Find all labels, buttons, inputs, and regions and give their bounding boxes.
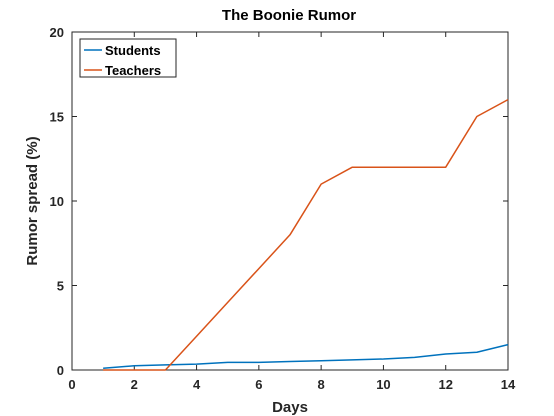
x-tick-label: 4 <box>193 377 201 392</box>
y-tick-label: 5 <box>57 279 64 294</box>
legend-label-students: Students <box>105 43 161 58</box>
legend: Students Teachers <box>79 38 177 78</box>
y-tick-label: 10 <box>50 194 64 209</box>
x-tick-label: 0 <box>68 377 75 392</box>
chart-title: The Boonie Rumor <box>222 7 356 24</box>
axis-ticks: 0 2 4 6 8 10 12 14 0 5 10 15 20 <box>50 25 516 392</box>
x-tick-label: 12 <box>438 377 452 392</box>
x-tick-label: 2 <box>131 377 138 392</box>
x-tick-label: 14 <box>501 377 516 392</box>
legend-label-teachers: Teachers <box>105 63 161 78</box>
plot-area <box>71 31 509 371</box>
series-layer <box>103 98 509 371</box>
series-line-teachers <box>103 98 509 371</box>
y-axis-label: Rumor spread (%) <box>24 136 41 265</box>
x-axis-label: Days <box>272 399 308 416</box>
x-tick-label: 8 <box>318 377 325 392</box>
y-tick-label: 0 <box>57 363 64 378</box>
y-tick-label: 20 <box>50 25 64 40</box>
y-tick-label: 15 <box>50 110 64 125</box>
x-tick-label: 10 <box>376 377 390 392</box>
x-tick-label: 6 <box>255 377 262 392</box>
